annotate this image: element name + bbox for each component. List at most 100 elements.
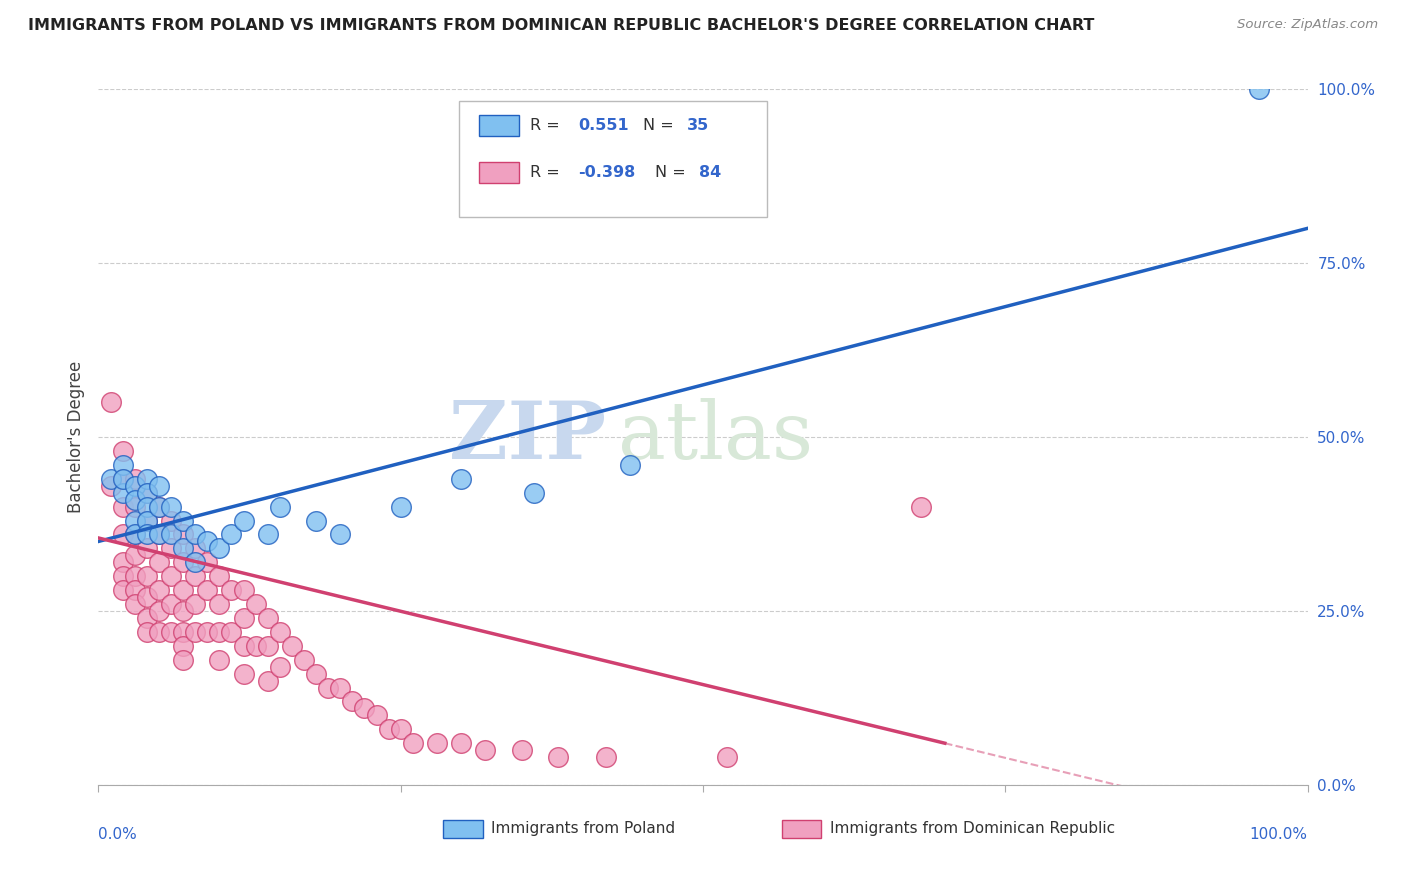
Point [160, 514, 183, 528]
FancyBboxPatch shape [782, 820, 821, 838]
Point [148, 624, 170, 639]
Point [389, 723, 412, 737]
Point [124, 549, 146, 563]
Point [172, 514, 194, 528]
Point [111, 472, 134, 486]
Point [135, 541, 157, 556]
FancyBboxPatch shape [479, 162, 519, 183]
Point [148, 479, 170, 493]
Point [305, 666, 328, 681]
Point [366, 708, 388, 723]
Point [232, 514, 254, 528]
Point [269, 500, 291, 514]
Point [232, 583, 254, 598]
Point [135, 527, 157, 541]
Point [329, 681, 352, 695]
Text: Source: ZipAtlas.com: Source: ZipAtlas.com [1237, 18, 1378, 31]
Point [184, 624, 207, 639]
Point [281, 639, 304, 653]
Point [172, 653, 194, 667]
Point [342, 694, 364, 708]
Point [148, 500, 170, 514]
Point [135, 500, 157, 514]
Point [316, 681, 339, 695]
Point [221, 624, 243, 639]
Point [100, 479, 122, 493]
Text: -0.398: -0.398 [578, 165, 636, 180]
Point [148, 583, 170, 598]
Point [160, 541, 183, 556]
Text: 0.551: 0.551 [578, 118, 628, 133]
Point [232, 611, 254, 625]
Point [195, 555, 218, 569]
Point [172, 527, 194, 541]
Point [100, 472, 122, 486]
Point [172, 624, 194, 639]
Point [232, 666, 254, 681]
Point [232, 639, 254, 653]
Text: IMMIGRANTS FROM POLAND VS IMMIGRANTS FROM DOMINICAN REPUBLIC BACHELOR'S DEGREE C: IMMIGRANTS FROM POLAND VS IMMIGRANTS FRO… [28, 18, 1094, 33]
Text: N =: N = [643, 118, 679, 133]
Point [148, 527, 170, 541]
Point [184, 597, 207, 611]
Point [184, 527, 207, 541]
Point [172, 541, 194, 556]
Point [329, 527, 352, 541]
Point [208, 569, 231, 583]
Text: N =: N = [655, 165, 690, 180]
Point [619, 458, 641, 472]
Point [184, 569, 207, 583]
Point [148, 527, 170, 541]
Point [595, 750, 617, 764]
FancyBboxPatch shape [479, 115, 519, 136]
Point [160, 527, 183, 541]
Point [426, 736, 449, 750]
Text: Immigrants from Dominican Republic: Immigrants from Dominican Republic [830, 822, 1115, 837]
Point [292, 653, 315, 667]
Point [305, 514, 328, 528]
Point [221, 583, 243, 598]
Point [245, 639, 267, 653]
Point [124, 597, 146, 611]
Point [124, 514, 146, 528]
Point [111, 527, 134, 541]
Point [353, 701, 375, 715]
Text: R =: R = [530, 165, 565, 180]
Point [184, 555, 207, 569]
Point [1249, 82, 1271, 96]
Point [124, 500, 146, 514]
Point [148, 500, 170, 514]
Point [377, 723, 399, 737]
Y-axis label: Bachelor's Degree: Bachelor's Degree [66, 361, 84, 513]
Text: 100.0%: 100.0% [1250, 827, 1308, 842]
Point [124, 583, 146, 598]
Point [135, 514, 157, 528]
Point [135, 485, 157, 500]
Point [256, 611, 278, 625]
Point [124, 527, 146, 541]
Point [135, 611, 157, 625]
Point [111, 555, 134, 569]
FancyBboxPatch shape [458, 101, 768, 217]
Point [172, 583, 194, 598]
Point [269, 659, 291, 673]
Point [208, 624, 231, 639]
Point [510, 743, 533, 757]
Point [124, 569, 146, 583]
Point [135, 624, 157, 639]
Point [195, 624, 218, 639]
Point [450, 736, 472, 750]
Point [111, 500, 134, 514]
Point [148, 555, 170, 569]
Text: 0.0%: 0.0% [98, 827, 138, 842]
Point [135, 472, 157, 486]
Point [256, 673, 278, 688]
Point [111, 458, 134, 472]
Point [124, 492, 146, 507]
Point [184, 541, 207, 556]
Point [547, 750, 569, 764]
Point [172, 555, 194, 569]
Point [221, 527, 243, 541]
Point [135, 514, 157, 528]
Point [245, 597, 267, 611]
